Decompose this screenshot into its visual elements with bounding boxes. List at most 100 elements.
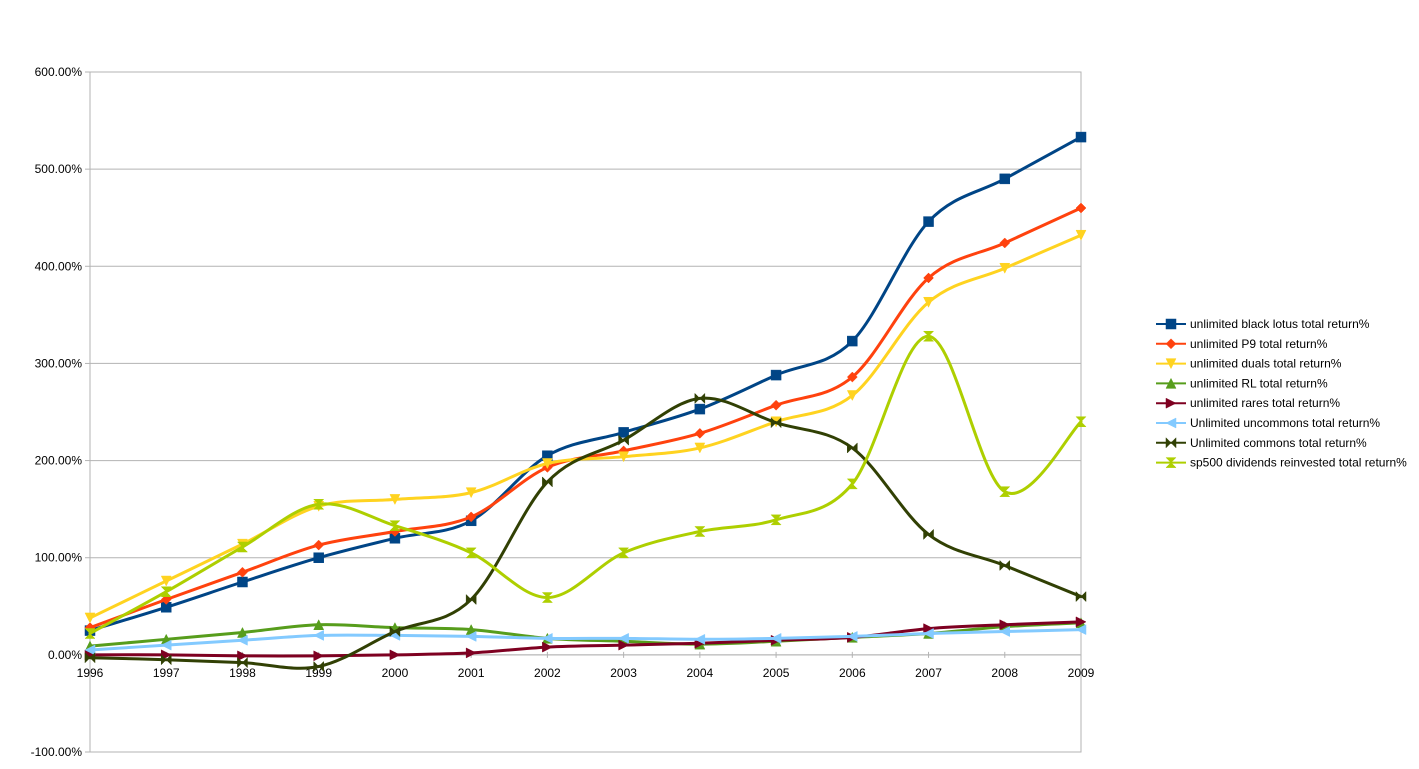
data-point: [236, 634, 248, 646]
legend-marker: [1165, 358, 1177, 370]
x-tick-label: 1998: [229, 666, 256, 680]
data-point: [465, 647, 477, 659]
data-point: [1075, 624, 1087, 636]
legend-item: unlimited RL total return%: [1156, 376, 1328, 390]
legend-item: unlimited black lotus total return%: [1156, 317, 1370, 331]
legend-item: Unlimited commons total return%: [1156, 436, 1367, 450]
legend-label: unlimited black lotus total return%: [1190, 317, 1370, 331]
data-point: [313, 650, 325, 662]
y-tick-label: 600.00%: [35, 65, 83, 79]
data-point: [313, 552, 324, 563]
legend-marker: [1165, 338, 1177, 350]
data-point: [541, 592, 553, 603]
series-line: [88, 620, 1083, 658]
data-point: [847, 442, 858, 454]
data-point: [999, 262, 1011, 274]
x-tick-label: 2005: [763, 666, 790, 680]
y-tick-label: 300.00%: [35, 356, 83, 370]
data-point: [465, 511, 477, 523]
axes: -100.00% 0.00% 100.00% 200.00% 300.00% 400.00…: [31, 65, 1095, 759]
data-point: [160, 594, 172, 605]
data-point: [465, 547, 477, 559]
series-line: [88, 206, 1083, 630]
series-6: [84, 624, 1087, 656]
x-tick-label: 2000: [382, 666, 409, 680]
legend-label: unlimited P9 total return%: [1190, 337, 1328, 351]
data-point: [846, 371, 858, 383]
series-line: [88, 135, 1083, 633]
data-point: [1075, 416, 1087, 427]
data-point: [465, 630, 477, 642]
x-tick-label: 2001: [458, 666, 485, 680]
plot-frame: [89, 71, 1082, 753]
legend: unlimited black lotus total return% unlim…: [1156, 317, 1407, 470]
y-tick-label: -100.00%: [31, 745, 83, 759]
x-tick-label: 2002: [534, 666, 561, 680]
data-point: [694, 442, 706, 454]
legend-label: Unlimited commons total return%: [1190, 436, 1367, 450]
data-point: [999, 173, 1011, 185]
data-point: [1075, 590, 1087, 603]
series-line: [88, 334, 1083, 635]
data-point: [923, 216, 934, 227]
data-point: [237, 657, 248, 669]
data-point: [618, 547, 630, 559]
legend-marker: [1165, 397, 1177, 409]
data-point: [236, 541, 249, 553]
legend-label: unlimited RL total return%: [1190, 376, 1328, 390]
x-tick-label: 1996: [77, 666, 104, 680]
x-tick-label: 2006: [839, 666, 866, 680]
legend-item: unlimited P9 total return%: [1156, 337, 1328, 351]
y-tick-label: 400.00%: [35, 259, 83, 273]
data-point: [237, 566, 248, 578]
series-line: [88, 396, 1083, 670]
data-point: [313, 539, 325, 551]
legend-item: unlimited rares total return%: [1156, 396, 1340, 410]
grid-lines: [89, 71, 1082, 753]
legend-marker: [1165, 377, 1177, 389]
data-point: [999, 619, 1011, 631]
data-point: [389, 520, 401, 531]
data-point: [846, 630, 858, 642]
legend-label: unlimited duals total return%: [1190, 357, 1342, 371]
data-point: [618, 434, 629, 446]
data-point: [618, 632, 629, 644]
plot-area: [84, 131, 1087, 673]
data-point: [389, 649, 401, 661]
data-point: [770, 632, 782, 644]
data-point: [770, 399, 782, 411]
y-tick-label: 100.00%: [35, 551, 83, 565]
data-point: [923, 296, 934, 308]
data-point: [770, 417, 782, 429]
series-line: [88, 628, 1083, 652]
data-point: [694, 392, 706, 405]
data-point: [160, 639, 172, 651]
data-point: [541, 458, 553, 470]
legend-marker: [1165, 417, 1177, 429]
data-point: [999, 486, 1011, 497]
data-point: [999, 626, 1011, 637]
data-point: [84, 628, 96, 639]
legend-label: sp500 dividends reinvested total return%: [1190, 456, 1407, 470]
series-1: [84, 131, 1087, 636]
data-point: [846, 390, 858, 402]
series-2: [84, 202, 1087, 634]
data-point: [84, 612, 96, 624]
data-point: [389, 625, 401, 638]
data-point: [541, 632, 553, 644]
x-tick-label: 1997: [153, 666, 180, 680]
data-point: [389, 494, 401, 505]
data-point: [923, 528, 934, 541]
y-tick-label: 500.00%: [35, 162, 83, 176]
data-point: [618, 451, 630, 463]
data-point: [1075, 131, 1087, 143]
x-tick-label: 2007: [915, 666, 942, 680]
data-point: [237, 650, 249, 662]
data-point: [694, 403, 706, 415]
data-point: [846, 478, 858, 490]
data-point: [237, 576, 248, 588]
y-tick-label: 0.00%: [48, 648, 82, 662]
data-point: [84, 644, 96, 656]
data-point: [465, 593, 477, 606]
